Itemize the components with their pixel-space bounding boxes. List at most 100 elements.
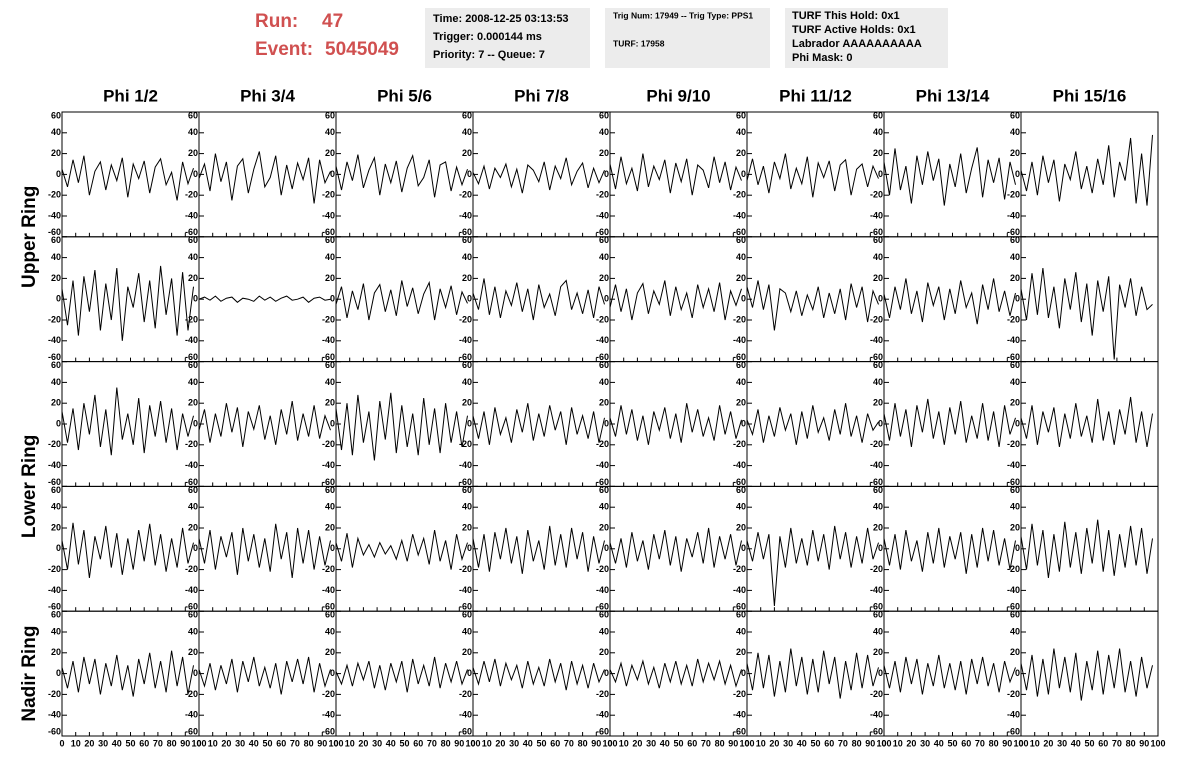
y-tick-label: 60 <box>599 485 609 495</box>
y-tick-label: 20 <box>873 148 883 158</box>
y-tick-label: 40 <box>1010 377 1020 387</box>
y-tick-label: 60 <box>736 235 746 245</box>
x-tick-label: 100 <box>465 738 480 748</box>
y-tick-label: -40 <box>322 585 335 595</box>
x-tick-label: 20 <box>84 738 94 748</box>
y-tick-label: 60 <box>599 110 609 120</box>
y-tick-label: 0 <box>330 418 335 428</box>
x-tick-label: 0 <box>333 738 338 748</box>
y-tick-label: -60 <box>733 602 746 612</box>
x-tick-label: 90 <box>454 738 464 748</box>
y-tick-label: -40 <box>596 210 609 220</box>
y-tick-label: 0 <box>467 543 472 553</box>
y-tick-label: 20 <box>1010 273 1020 283</box>
y-tick-label: 40 <box>736 377 746 387</box>
x-tick-label: 80 <box>989 738 999 748</box>
x-tick-label: 40 <box>112 738 122 748</box>
y-tick-label: 60 <box>462 610 472 620</box>
y-tick-label: 20 <box>599 398 609 408</box>
x-tick-label: 90 <box>728 738 738 748</box>
y-tick-label: -60 <box>185 602 198 612</box>
y-tick-label: -40 <box>733 335 746 345</box>
y-tick-label: -60 <box>322 726 335 736</box>
y-tick-label: -20 <box>459 439 472 449</box>
waveform <box>746 525 879 607</box>
y-tick-label: 60 <box>873 360 883 370</box>
y-tick-label: 40 <box>51 252 61 262</box>
panel-frame <box>609 361 748 487</box>
y-tick-label: -20 <box>185 564 198 574</box>
y-tick-label: -40 <box>185 460 198 470</box>
x-tick-label: 90 <box>1139 738 1149 748</box>
y-tick-label: 60 <box>188 110 198 120</box>
x-tick-label: 100 <box>602 738 617 748</box>
waveform <box>746 403 879 445</box>
ring-label: Lower Ring <box>19 435 40 538</box>
waveform <box>883 147 1016 206</box>
x-tick-label: 70 <box>838 738 848 748</box>
y-tick-label: 40 <box>1010 502 1020 512</box>
y-tick-label: 20 <box>873 273 883 283</box>
waveform <box>1020 648 1153 701</box>
y-tick-label: 0 <box>741 169 746 179</box>
waveform <box>609 527 742 572</box>
y-tick-label: 60 <box>462 235 472 245</box>
waveform <box>335 154 468 198</box>
column-title: Phi 13/14 <box>916 86 990 105</box>
waveform <box>746 153 879 198</box>
y-tick-label: -20 <box>322 439 335 449</box>
x-tick-label: 80 <box>167 738 177 748</box>
y-tick-label: 40 <box>599 377 609 387</box>
y-tick-label: 20 <box>188 398 198 408</box>
x-tick-label: 60 <box>687 738 697 748</box>
waveform <box>472 525 605 574</box>
y-tick-label: 0 <box>1015 294 1020 304</box>
y-tick-label: -60 <box>185 227 198 237</box>
y-tick-label: -60 <box>459 602 472 612</box>
y-tick-label: 60 <box>1010 110 1020 120</box>
y-tick-label: -20 <box>48 314 61 324</box>
y-tick-label: 60 <box>188 610 198 620</box>
y-tick-label: -40 <box>870 210 883 220</box>
y-tick-label: -20 <box>733 439 746 449</box>
y-tick-label: 40 <box>873 252 883 262</box>
y-tick-label: -40 <box>322 710 335 720</box>
y-tick-label: 0 <box>604 668 609 678</box>
y-tick-label: -20 <box>1007 564 1020 574</box>
x-tick-label: 10 <box>893 738 903 748</box>
turf-hold: TURF This Hold: 0x1 <box>792 10 900 22</box>
y-tick-label: 60 <box>599 360 609 370</box>
y-tick-label: 60 <box>51 610 61 620</box>
y-tick-label: -20 <box>870 439 883 449</box>
waveform <box>609 153 742 196</box>
ring-label: Upper Ring <box>19 186 40 288</box>
x-tick-label: 70 <box>427 738 437 748</box>
waveform <box>883 398 1016 447</box>
y-tick-label: 20 <box>325 398 335 408</box>
y-tick-label: 60 <box>873 110 883 120</box>
waveform <box>472 658 605 691</box>
x-tick-label: 90 <box>317 738 327 748</box>
y-tick-label: 0 <box>330 543 335 553</box>
y-tick-label: -40 <box>322 335 335 345</box>
y-tick-label: 40 <box>188 502 198 512</box>
y-tick-label: 60 <box>736 485 746 495</box>
y-tick-label: -20 <box>733 314 746 324</box>
waveform <box>61 650 194 697</box>
waveform <box>198 151 331 204</box>
y-tick-label: -60 <box>185 726 198 736</box>
panel-frame <box>335 236 474 363</box>
y-tick-label: 0 <box>604 294 609 304</box>
waveform <box>61 155 194 201</box>
y-tick-label: -60 <box>48 352 61 362</box>
y-tick-label: 20 <box>325 148 335 158</box>
y-tick-label: -40 <box>459 210 472 220</box>
y-tick-label: 20 <box>1010 148 1020 158</box>
trig-text: Trig Num: 17949 -- Trig Type: PPS1 <box>613 10 753 20</box>
y-tick-label: 20 <box>462 148 472 158</box>
y-tick-label: 60 <box>1010 610 1020 620</box>
waveform <box>61 387 194 456</box>
y-tick-label: -40 <box>48 460 61 470</box>
y-tick-label: 20 <box>188 148 198 158</box>
y-tick-label: -60 <box>322 352 335 362</box>
